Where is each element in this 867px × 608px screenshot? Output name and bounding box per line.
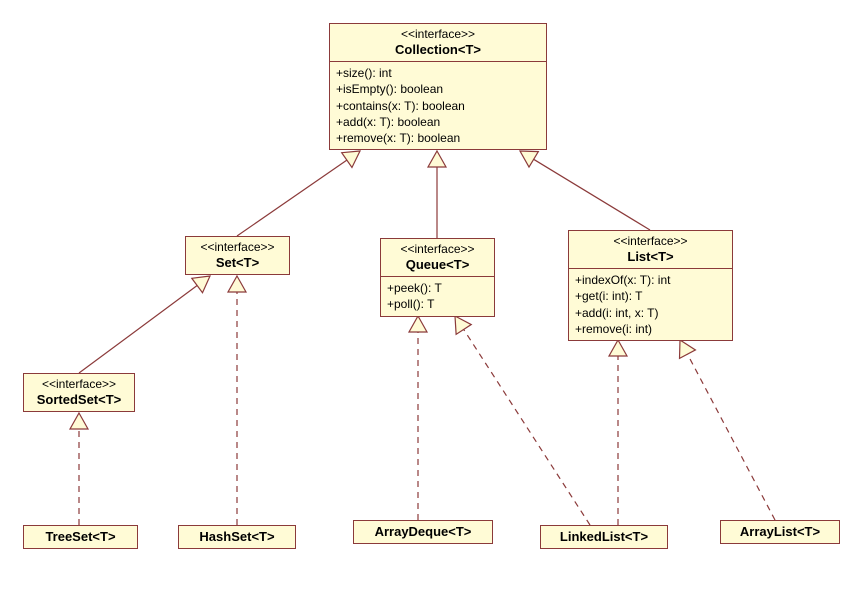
node-linkedlist-header: LinkedList<T> bbox=[541, 526, 667, 548]
member-row: +get(i: int): T bbox=[575, 288, 726, 304]
member-row: +add(x: T): boolean bbox=[336, 114, 540, 130]
node-list-header: <<interface>> List<T> bbox=[569, 231, 732, 269]
node-set-header: <<interface>> Set<T> bbox=[186, 237, 289, 274]
node-collection-members: +size(): int +isEmpty(): boolean +contai… bbox=[330, 62, 546, 149]
node-hashset-header: HashSet<T> bbox=[179, 526, 295, 548]
node-arraydeque-header: ArrayDeque<T> bbox=[354, 521, 492, 543]
class-name-label: HashSet<T> bbox=[185, 529, 289, 545]
class-name-label: List<T> bbox=[575, 249, 726, 265]
member-row: +remove(x: T): boolean bbox=[336, 130, 540, 146]
stereotype-label: <<interface>> bbox=[575, 234, 726, 249]
node-queue-header: <<interface>> Queue<T> bbox=[381, 239, 494, 277]
class-name-label: LinkedList<T> bbox=[547, 529, 661, 545]
class-name-label: Queue<T> bbox=[387, 257, 488, 273]
member-row: +isEmpty(): boolean bbox=[336, 81, 540, 97]
member-row: +add(i: int, x: T) bbox=[575, 305, 726, 321]
class-name-label: ArrayList<T> bbox=[727, 524, 833, 540]
member-row: +poll(): T bbox=[387, 296, 488, 312]
class-name-label: Collection<T> bbox=[336, 42, 540, 58]
member-row: +contains(x: T): boolean bbox=[336, 98, 540, 114]
member-row: +peek(): T bbox=[387, 280, 488, 296]
node-sortedset: <<interface>> SortedSet<T> bbox=[23, 373, 135, 412]
node-arraylist: ArrayList<T> bbox=[720, 520, 840, 544]
node-hashset: HashSet<T> bbox=[178, 525, 296, 549]
class-name-label: SortedSet<T> bbox=[30, 392, 128, 408]
member-row: +size(): int bbox=[336, 65, 540, 81]
node-treeset: TreeSet<T> bbox=[23, 525, 138, 549]
class-name-label: ArrayDeque<T> bbox=[360, 524, 486, 540]
stereotype-label: <<interface>> bbox=[192, 240, 283, 255]
node-sortedset-header: <<interface>> SortedSet<T> bbox=[24, 374, 134, 411]
member-row: +indexOf(x: T): int bbox=[575, 272, 726, 288]
node-arraylist-header: ArrayList<T> bbox=[721, 521, 839, 543]
class-name-label: TreeSet<T> bbox=[30, 529, 131, 545]
member-row: +remove(i: int) bbox=[575, 321, 726, 337]
node-queue: <<interface>> Queue<T> +peek(): T +poll(… bbox=[380, 238, 495, 317]
node-collection-header: <<interface>> Collection<T> bbox=[330, 24, 546, 62]
node-list: <<interface>> List<T> +indexOf(x: T): in… bbox=[568, 230, 733, 341]
node-arraydeque: ArrayDeque<T> bbox=[353, 520, 493, 544]
node-queue-members: +peek(): T +poll(): T bbox=[381, 277, 494, 315]
stereotype-label: <<interface>> bbox=[387, 242, 488, 257]
class-name-label: Set<T> bbox=[192, 255, 283, 271]
node-set: <<interface>> Set<T> bbox=[185, 236, 290, 275]
stereotype-label: <<interface>> bbox=[30, 377, 128, 392]
node-list-members: +indexOf(x: T): int +get(i: int): T +add… bbox=[569, 269, 732, 340]
node-linkedlist: LinkedList<T> bbox=[540, 525, 668, 549]
stereotype-label: <<interface>> bbox=[336, 27, 540, 42]
node-treeset-header: TreeSet<T> bbox=[24, 526, 137, 548]
node-collection: <<interface>> Collection<T> +size(): int… bbox=[329, 23, 547, 150]
